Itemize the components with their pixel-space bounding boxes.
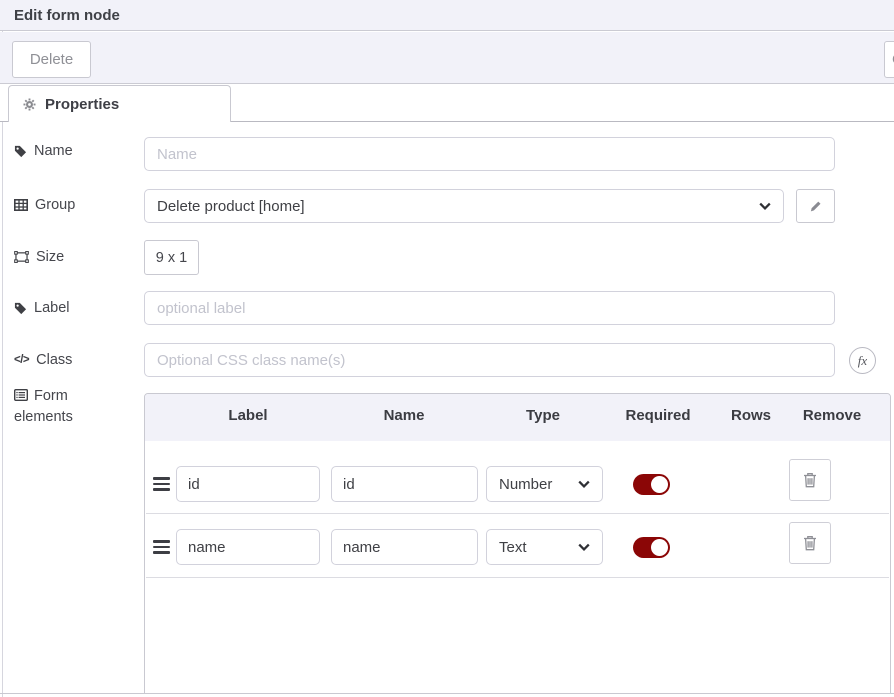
class-input[interactable]	[144, 343, 835, 377]
dialog-toolbar: Delete Cancel	[0, 32, 894, 84]
tray-left-edge	[2, 0, 3, 697]
label-field-label: Label	[14, 300, 69, 316]
trash-icon	[804, 473, 816, 488]
element-label-input[interactable]	[176, 529, 320, 565]
column-header-remove: Remove	[802, 407, 862, 424]
delete-button[interactable]: Delete	[12, 41, 91, 78]
dialog-title: Edit form node	[14, 6, 120, 24]
tag-icon	[14, 145, 27, 157]
size-field-label: Size	[14, 249, 64, 265]
required-toggle[interactable]	[633, 537, 670, 558]
chevron-down-icon	[578, 543, 590, 551]
gear-icon	[23, 97, 36, 111]
element-name-input[interactable]	[331, 466, 478, 502]
element-label-input[interactable]	[176, 466, 320, 502]
row-divider	[146, 577, 889, 578]
size-button[interactable]: 9 x 1	[144, 240, 199, 275]
remove-element-button[interactable]	[789, 459, 831, 501]
required-toggle[interactable]	[633, 474, 670, 495]
table-icon	[14, 199, 28, 211]
group-field-label: Group	[14, 197, 75, 213]
column-header-rows: Rows	[730, 407, 772, 424]
remove-element-button[interactable]	[789, 522, 831, 564]
list-alt-icon	[13, 388, 29, 402]
column-header-required: Required	[625, 407, 691, 424]
pencil-icon	[810, 201, 821, 211]
name-input[interactable]	[144, 137, 835, 171]
tab-properties-label: Properties	[45, 95, 120, 113]
class-fx-button[interactable]: fx	[849, 347, 876, 374]
chevron-down-icon	[578, 480, 590, 488]
object-group-icon	[14, 251, 29, 263]
form-elements-table-header: Label Name Type Required Rows Remove	[145, 394, 890, 441]
label-input[interactable]	[144, 291, 835, 325]
column-header-type: Type	[526, 407, 560, 424]
group-select-value: Delete product [home]	[157, 197, 305, 215]
element-type-select[interactable]: Number	[486, 466, 603, 502]
code-icon: </>	[14, 354, 30, 366]
element-type-select[interactable]: Text	[486, 529, 603, 565]
row-divider	[146, 513, 889, 514]
name-field-label: Name	[14, 143, 73, 159]
tab-bar: Properties	[0, 84, 894, 122]
drag-handle-icon[interactable]	[153, 474, 171, 494]
form-elements-label: Form elements	[13, 388, 73, 425]
tag-icon	[14, 302, 27, 314]
tray-footer-divider	[0, 693, 894, 694]
tab-properties[interactable]: Properties	[8, 85, 231, 122]
cancel-button[interactable]: Cancel	[884, 41, 894, 78]
element-name-input[interactable]	[331, 529, 478, 565]
drag-handle-icon[interactable]	[153, 537, 171, 557]
class-field-label: </> Class	[14, 352, 73, 368]
edit-group-button[interactable]	[796, 189, 835, 223]
trash-icon	[804, 536, 816, 551]
dialog-header: Edit form node	[0, 0, 894, 31]
chevron-down-icon	[759, 202, 771, 210]
column-header-label: Label	[228, 407, 268, 424]
column-header-name: Name	[383, 407, 425, 424]
group-select[interactable]: Delete product [home]	[144, 189, 784, 223]
form-elements-table: Label Name Type Required Rows Remove Num…	[144, 393, 891, 694]
